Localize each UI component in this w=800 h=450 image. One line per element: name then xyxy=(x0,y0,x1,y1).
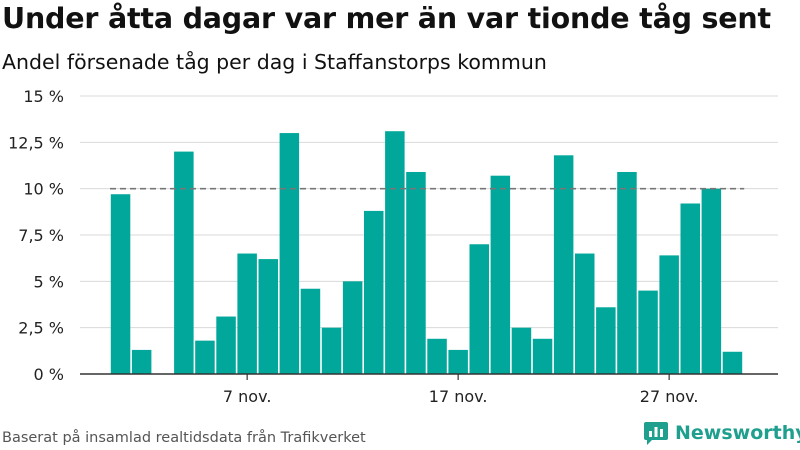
bar xyxy=(342,281,363,374)
bar xyxy=(448,349,468,374)
bar xyxy=(617,171,637,374)
source-note: Baserat på insamlad realtidsdata från Tr… xyxy=(2,430,366,446)
bar xyxy=(469,244,489,374)
bars xyxy=(110,131,743,374)
chart-title: Under åtta dagar var mer än var tionde t… xyxy=(2,2,771,35)
bar xyxy=(279,133,300,374)
y-tick-label: 12,5 % xyxy=(8,133,64,152)
x-tick-label: 27 nov. xyxy=(640,387,699,406)
bar xyxy=(638,290,658,374)
bar xyxy=(596,307,616,374)
bar xyxy=(511,327,532,374)
bar xyxy=(131,349,152,374)
bar xyxy=(680,203,700,374)
newsworthy-logo-icon xyxy=(644,422,668,445)
bar xyxy=(553,155,574,374)
y-tick-label: 15 % xyxy=(23,87,64,106)
x-axis: 7 nov. 17 nov. 27 nov. xyxy=(80,373,778,406)
y-tick-label: 0 % xyxy=(34,365,64,384)
bar xyxy=(110,194,131,374)
bar xyxy=(532,338,553,374)
y-tick-label: 7,5 % xyxy=(18,226,64,245)
bar xyxy=(701,188,722,374)
x-tick-label: 7 nov. xyxy=(223,387,272,406)
bar xyxy=(216,316,236,374)
y-tick-label: 2,5 % xyxy=(18,319,64,338)
bar xyxy=(406,171,426,374)
bar xyxy=(300,288,321,374)
bar xyxy=(237,253,257,374)
y-axis-tick-labels: 0 % 2,5 % 5 % 7,5 % 10 % 12,5 % 15 % xyxy=(8,87,64,384)
bar xyxy=(195,340,215,374)
newsworthy-logo: Newsworthy xyxy=(643,420,800,446)
x-tick-label: 17 nov. xyxy=(429,387,488,406)
bar xyxy=(427,338,447,374)
bar xyxy=(258,259,278,374)
bar xyxy=(575,253,595,374)
bar xyxy=(385,131,405,374)
bar xyxy=(490,175,511,374)
chart-subtitle: Andel försenade tåg per dag i Staffansto… xyxy=(2,50,547,74)
bar xyxy=(321,327,342,374)
bar xyxy=(364,210,384,374)
bar xyxy=(722,351,743,374)
bar xyxy=(174,151,194,374)
y-tick-label: 5 % xyxy=(34,272,64,291)
newsworthy-logo-text: Newsworthy xyxy=(675,422,800,444)
y-tick-label: 10 % xyxy=(23,180,64,199)
bar xyxy=(659,255,679,374)
